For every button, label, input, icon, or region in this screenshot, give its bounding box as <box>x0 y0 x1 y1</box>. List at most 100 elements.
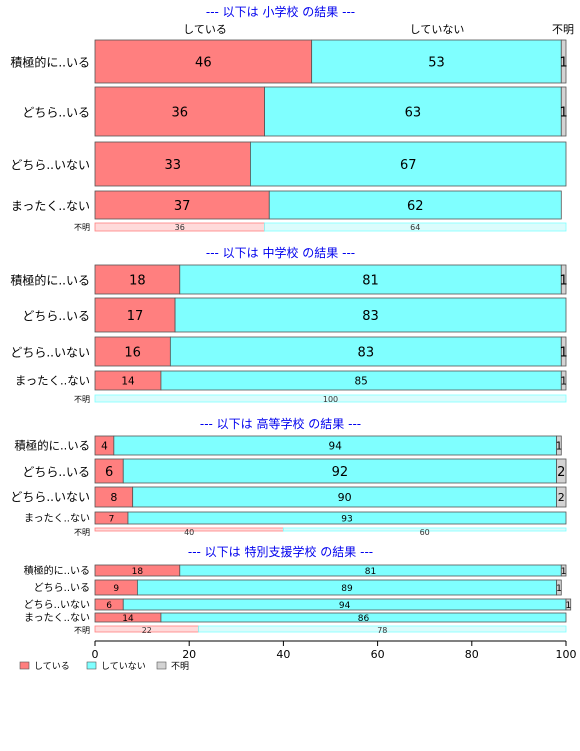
panel-4-bar-segment <box>560 564 567 577</box>
panel-4-data-label: 81 <box>365 567 376 577</box>
panel-3-data-label: 92 <box>332 465 349 480</box>
panel-2-bar-segment <box>560 264 567 295</box>
legend-label-1: している <box>34 661 70 672</box>
panel-3-bar-segment <box>556 486 567 508</box>
panel-3-category-label: 積極的に..いる <box>14 438 90 452</box>
panel-3-category-label: どちら..いない <box>10 490 90 504</box>
panel-4-data-label: 1 <box>561 567 567 577</box>
panel-2-data-label: 1 <box>560 375 567 387</box>
x-tick-label: 40 <box>276 648 290 661</box>
panel-4-data-label: 6 <box>106 601 112 611</box>
panel-4-data-label: 94 <box>339 601 351 611</box>
panel-1-bar-segment <box>94 39 313 84</box>
panel-1-category-label: どちら..いない <box>10 158 90 172</box>
panel-4-data-label: 9 <box>113 584 119 594</box>
panel-1-unknown-data-label: 36 <box>175 223 185 232</box>
legend-label-3: 不明 <box>171 661 189 672</box>
panel-1-category-label: まったく..ない <box>11 199 90 213</box>
panel-3-unknown-segment <box>282 527 567 532</box>
panel-4-category-label: 積極的に..いる <box>24 564 90 577</box>
panel-4-category-label: まったく..ない <box>24 612 90 624</box>
panel-1-title: --- 以下は 小学校 の結果 --- <box>206 4 355 19</box>
panel-1-data-label: 33 <box>164 158 181 173</box>
panel-2-data-label: 18 <box>129 273 146 288</box>
panel-3-data-label: 2 <box>557 465 565 480</box>
panel-1-bar-segment <box>311 39 562 84</box>
panel-1-unknown-data-label: 64 <box>410 223 420 232</box>
panel-1-data-label: 1 <box>560 105 568 120</box>
panel-2-category-label: どちら..いる <box>22 309 90 323</box>
panel-4-unknown-data-label: 22 <box>142 626 152 635</box>
panel-2-title: --- 以下は 中学校 の結果 --- <box>206 245 355 260</box>
panel-1-unknown-segment <box>264 222 567 232</box>
panel-1-data-label: 62 <box>407 199 424 214</box>
panel-1-bar-segment <box>560 39 567 84</box>
panel-1-bar-segment <box>264 86 562 137</box>
panel-1-bar-segment <box>94 141 251 187</box>
panel-2-bar-segment <box>560 370 567 391</box>
panel-3-data-label: 90 <box>338 491 352 504</box>
panel-1-bar-segment <box>250 141 567 187</box>
panel-4-data-label: 14 <box>122 614 134 624</box>
panel-4-data-label: 86 <box>358 614 370 624</box>
panel-3-data-label: 1 <box>556 440 563 452</box>
top-label-2: していない <box>410 23 465 36</box>
panel-3-title: --- 以下は 高等学校 の結果 --- <box>200 416 361 431</box>
panel-4-category-label: どちら..いる <box>34 582 90 594</box>
panel-2-unknown-segment <box>94 394 567 403</box>
panel-3-bar-segment <box>556 435 562 456</box>
panel-2-data-label: 81 <box>362 273 379 288</box>
panel-4-bar-segment <box>160 612 567 623</box>
panel-2-data-label: 83 <box>358 345 375 360</box>
panel-3-data-label: 7 <box>109 514 115 524</box>
panel-3-data-label: 93 <box>341 514 352 524</box>
panel-3-data-label: 6 <box>105 465 113 480</box>
panel-2-category-label: まったく..ない <box>15 373 90 387</box>
panel-2-data-label: 16 <box>124 345 141 360</box>
panel-2-unknown-label: 不明 <box>74 395 90 404</box>
panel-1-category-label: 積極的に..いる <box>10 54 90 69</box>
legend-label-2: していない <box>101 661 146 672</box>
panel-2-category-label: 積極的に..いる <box>10 272 90 287</box>
panel-3-data-label: 4 <box>101 440 108 452</box>
panel-4-title: --- 以下は 特別支援学校 の結果 --- <box>188 544 373 559</box>
legend-swatch-2 <box>86 661 97 670</box>
panel-1-category-label: どちら..いる <box>22 105 90 119</box>
panel-2-bar-segment <box>94 336 171 367</box>
panel-3-bar-segment <box>127 511 567 525</box>
panel-2-data-label: 14 <box>121 375 135 387</box>
panel-2-category-label: どちら..いない <box>10 345 90 359</box>
panel-1-data-label: 67 <box>400 158 417 173</box>
panel-4-unknown-label: 不明 <box>74 626 90 635</box>
panel-3-data-label: 8 <box>110 491 117 504</box>
panel-3-data-label: 94 <box>329 440 343 452</box>
panel-1-bar-segment <box>268 190 562 220</box>
panel-1-bar-segment <box>560 86 567 137</box>
top-label-3: 不明 <box>552 23 574 36</box>
panel-2-data-label: 1 <box>560 273 568 288</box>
panel-4-data-label: 1 <box>556 584 562 594</box>
panel-1-data-label: 1 <box>560 55 568 70</box>
panel-2-data-label: 83 <box>362 309 379 324</box>
panel-1-data-label: 53 <box>428 55 445 70</box>
panel-3-bar-segment <box>94 458 124 484</box>
panel-2-bar-segment <box>560 336 567 367</box>
top-label-1: している <box>183 23 227 36</box>
panel-2-bar-segment <box>94 297 176 333</box>
panel-4-bar-segment <box>556 579 562 596</box>
panel-2-unknown-data-label: 100 <box>323 395 338 404</box>
panel-1-data-label: 46 <box>195 55 212 70</box>
panel-2-bar-segment <box>174 297 567 333</box>
legend-swatch-3 <box>156 661 167 670</box>
panel-4-data-label: 18 <box>132 567 144 577</box>
panel-2-data-label: 17 <box>127 309 144 324</box>
legend-swatch-1 <box>19 661 30 670</box>
x-tick-label: 0 <box>92 648 99 661</box>
panel-4-unknown-segment <box>198 625 567 633</box>
panel-3-category-label: どちら..いる <box>22 465 90 479</box>
panel-1-bar-segment <box>94 190 270 220</box>
panel-2-data-label: 85 <box>354 375 367 387</box>
panel-3-data-label: 2 <box>558 491 565 504</box>
panel-1-data-label: 36 <box>172 105 189 120</box>
